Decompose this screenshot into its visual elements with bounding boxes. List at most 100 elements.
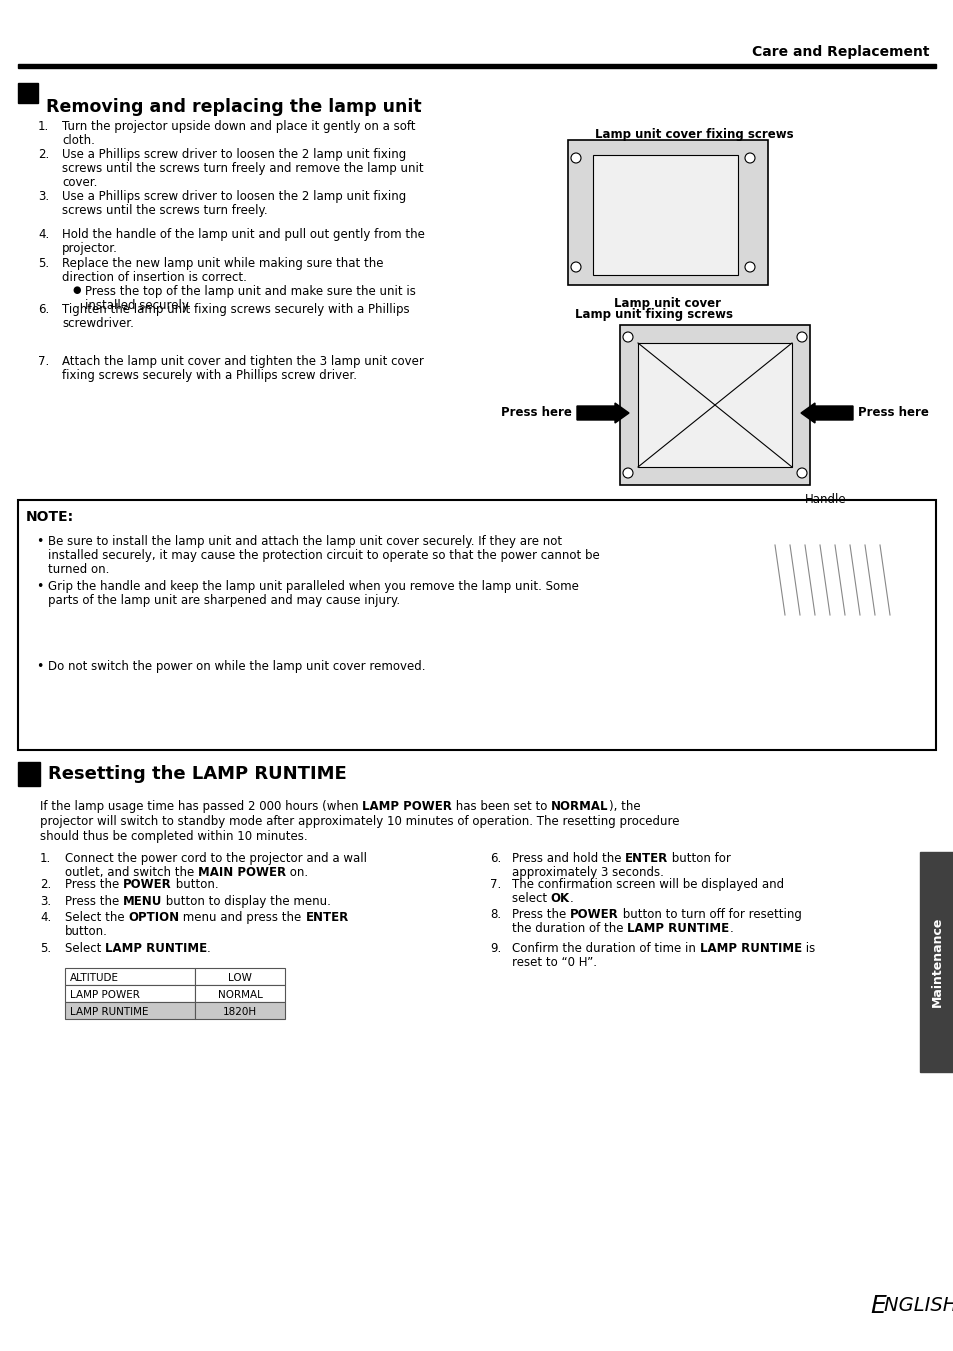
Text: Use a Phillips screw driver to loosen the 2 lamp unit fixing: Use a Phillips screw driver to loosen th… <box>62 149 406 161</box>
Text: Grip the handle and keep the lamp unit paralleled when you remove the lamp unit.: Grip the handle and keep the lamp unit p… <box>48 580 578 593</box>
Bar <box>18 762 40 786</box>
Text: 3.: 3. <box>40 894 51 908</box>
Text: MENU: MENU <box>123 894 162 908</box>
Text: Tighten the lamp unit fixing screws securely with a Phillips: Tighten the lamp unit fixing screws secu… <box>62 303 409 316</box>
Bar <box>593 155 738 276</box>
Text: Press the: Press the <box>65 878 123 892</box>
Text: POWER: POWER <box>123 878 172 892</box>
Text: Connect the power cord to the projector and a wall: Connect the power cord to the projector … <box>65 852 367 865</box>
Text: Turn the projector upside down and place it gently on a soft: Turn the projector upside down and place… <box>62 120 416 132</box>
FancyArrow shape <box>801 403 852 423</box>
Text: menu and press the: menu and press the <box>179 911 305 924</box>
Circle shape <box>744 262 754 272</box>
Circle shape <box>744 153 754 163</box>
Text: 7.: 7. <box>490 878 500 892</box>
Bar <box>919 852 953 1071</box>
Text: .: . <box>207 942 211 955</box>
Text: ), the: ), the <box>608 800 639 813</box>
Text: Care and Replacement: Care and Replacement <box>752 45 929 59</box>
Text: button to turn off for resetting: button to turn off for resetting <box>618 908 801 921</box>
Text: cloth.: cloth. <box>62 134 94 147</box>
Text: Maintenance: Maintenance <box>929 917 943 1008</box>
Text: Attach the lamp unit cover and tighten the 3 lamp unit cover: Attach the lamp unit cover and tighten t… <box>62 355 423 367</box>
Text: 2.: 2. <box>38 149 50 161</box>
Text: 6.: 6. <box>38 303 50 316</box>
Text: LAMP RUNTIME: LAMP RUNTIME <box>70 1006 149 1017</box>
Text: Resetting the LAMP RUNTIME: Resetting the LAMP RUNTIME <box>48 765 346 784</box>
Text: Press and hold the: Press and hold the <box>512 852 624 865</box>
Text: Press here: Press here <box>500 407 572 420</box>
Text: screws until the screws turn freely.: screws until the screws turn freely. <box>62 204 268 218</box>
Text: LAMP RUNTIME: LAMP RUNTIME <box>626 921 729 935</box>
Text: reset to “0 H”.: reset to “0 H”. <box>512 957 597 969</box>
Circle shape <box>622 332 633 342</box>
Text: turned on.: turned on. <box>48 563 110 576</box>
Text: 5.: 5. <box>40 942 51 955</box>
Text: 1.: 1. <box>40 852 51 865</box>
Text: •: • <box>36 661 43 673</box>
Bar <box>18 82 38 103</box>
Text: 1.: 1. <box>38 120 50 132</box>
Text: Select the: Select the <box>65 911 129 924</box>
Text: POWER: POWER <box>569 908 618 921</box>
Text: Removing and replacing the lamp unit: Removing and replacing the lamp unit <box>46 99 421 116</box>
Bar <box>65 969 194 985</box>
Text: The confirmation screen will be displayed and: The confirmation screen will be displaye… <box>512 878 783 892</box>
Text: 6.: 6. <box>490 852 500 865</box>
Text: projector.: projector. <box>62 242 118 255</box>
Text: Press the top of the lamp unit and make sure the unit is: Press the top of the lamp unit and make … <box>85 285 416 299</box>
Circle shape <box>571 262 580 272</box>
Text: installed securely.: installed securely. <box>85 299 191 312</box>
Text: Hold the handle of the lamp unit and pull out gently from the: Hold the handle of the lamp unit and pul… <box>62 228 424 240</box>
Text: parts of the lamp unit are sharpened and may cause injury.: parts of the lamp unit are sharpened and… <box>48 594 399 607</box>
Circle shape <box>796 467 806 478</box>
Text: ENTER: ENTER <box>624 852 668 865</box>
Text: on.: on. <box>286 866 308 880</box>
Text: Press the: Press the <box>65 894 123 908</box>
FancyArrow shape <box>577 403 628 423</box>
Text: button to display the menu.: button to display the menu. <box>162 894 331 908</box>
Text: Select: Select <box>65 942 105 955</box>
Bar <box>65 985 194 1002</box>
Circle shape <box>571 153 580 163</box>
Text: should thus be completed within 10 minutes.: should thus be completed within 10 minut… <box>40 830 307 843</box>
Text: Press the: Press the <box>512 908 569 921</box>
Bar <box>194 985 285 1002</box>
Text: •: • <box>36 535 43 549</box>
Bar <box>638 343 791 467</box>
Text: outlet, and switch the: outlet, and switch the <box>65 866 198 880</box>
Text: Confirm the duration of time in: Confirm the duration of time in <box>512 942 699 955</box>
Circle shape <box>622 467 633 478</box>
Text: LAMP RUNTIME: LAMP RUNTIME <box>105 942 207 955</box>
Bar <box>619 326 809 485</box>
Text: ●: ● <box>71 285 80 295</box>
Text: Use a Phillips screw driver to loosen the 2 lamp unit fixing: Use a Phillips screw driver to loosen th… <box>62 190 406 203</box>
Text: LAMP POWER: LAMP POWER <box>70 990 140 1000</box>
Text: 9.: 9. <box>490 942 500 955</box>
Text: 7.: 7. <box>38 355 50 367</box>
Text: Lamp unit cover: Lamp unit cover <box>614 297 720 309</box>
Text: Lamp unit fixing screws: Lamp unit fixing screws <box>575 308 732 322</box>
Text: Handle: Handle <box>804 493 845 507</box>
Bar <box>194 1002 285 1019</box>
Text: NOTE:: NOTE: <box>26 509 74 524</box>
Text: the duration of the: the duration of the <box>512 921 626 935</box>
Text: Be sure to install the lamp unit and attach the lamp unit cover securely. If the: Be sure to install the lamp unit and att… <box>48 535 561 549</box>
Text: screwdriver.: screwdriver. <box>62 317 133 330</box>
Text: ALTITUDE: ALTITUDE <box>70 973 119 984</box>
Text: approximately 3 seconds.: approximately 3 seconds. <box>512 866 663 880</box>
Text: .: . <box>569 892 573 905</box>
Text: Press here: Press here <box>857 407 928 420</box>
Text: If the lamp usage time has passed 2 000 hours (when: If the lamp usage time has passed 2 000 … <box>40 800 362 813</box>
Text: Do not switch the power on while the lamp unit cover removed.: Do not switch the power on while the lam… <box>48 661 425 673</box>
Text: direction of insertion is correct.: direction of insertion is correct. <box>62 272 247 284</box>
Text: 4.: 4. <box>40 911 51 924</box>
Text: LAMP POWER: LAMP POWER <box>362 800 452 813</box>
Text: button for: button for <box>668 852 731 865</box>
Text: 2.: 2. <box>40 878 51 892</box>
Text: select: select <box>512 892 550 905</box>
Circle shape <box>796 332 806 342</box>
Bar <box>567 141 767 285</box>
Text: has been set to: has been set to <box>452 800 551 813</box>
Text: button.: button. <box>172 878 218 892</box>
